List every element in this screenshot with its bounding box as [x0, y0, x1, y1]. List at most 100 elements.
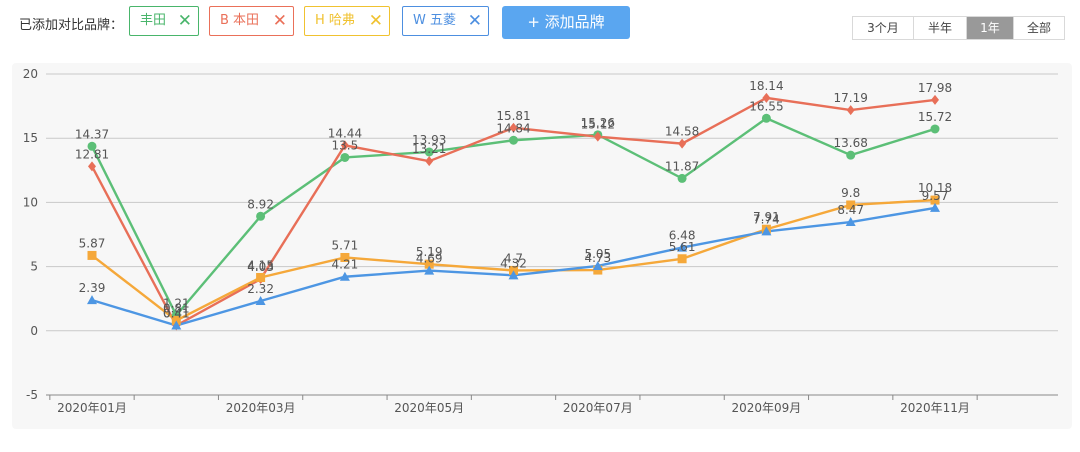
data-point — [425, 156, 434, 167]
x-tick-label: 2020年05月 — [394, 401, 464, 415]
data-point — [593, 265, 603, 275]
close-icon[interactable]: ✕ — [177, 11, 192, 31]
data-point — [931, 94, 939, 105]
data-label: 9.8 — [841, 186, 860, 200]
data-label: 15.72 — [918, 110, 952, 124]
data-point — [930, 195, 940, 205]
brand-chip-label: 丰田 — [140, 13, 167, 28]
data-label: 9.57 — [922, 189, 949, 203]
data-point — [256, 211, 266, 221]
range-half-year[interactable]: 半年 — [914, 17, 967, 39]
data-label: 5.87 — [79, 236, 106, 250]
data-point — [171, 315, 181, 325]
data-point — [88, 161, 96, 172]
data-point — [845, 217, 856, 227]
x-tick-label: 2020年01月 — [57, 401, 127, 415]
data-label: 14.58 — [665, 125, 699, 139]
data-label: 16.55 — [749, 99, 783, 113]
brand-chip-wuling[interactable]: W 五菱 ✕ — [402, 6, 489, 36]
data-label: 4.21 — [332, 258, 359, 272]
data-label: 15.26 — [581, 116, 615, 130]
data-point — [339, 271, 350, 281]
data-label: 4.73 — [584, 251, 611, 265]
x-tick-label: 2020年07月 — [563, 401, 633, 415]
data-point — [508, 270, 519, 280]
chart-panel: -5 0 5 10 15 20 2020年01月 2020年03月 2020年05月 2020年0… — [12, 63, 1072, 429]
data-point — [509, 122, 518, 133]
close-icon[interactable]: ✕ — [467, 11, 482, 31]
data-point — [509, 135, 518, 145]
data-label: 13.68 — [834, 136, 868, 150]
data-point — [678, 138, 687, 149]
data-label: 4.69 — [416, 252, 443, 266]
data-point — [424, 147, 434, 157]
data-label: 2.39 — [79, 281, 106, 295]
data-point — [592, 260, 603, 270]
x-tick-label: 2020年09月 — [731, 401, 801, 415]
data-label: 0.41 — [163, 307, 190, 321]
data-point — [677, 254, 687, 264]
data-label: 15.12 — [581, 118, 615, 132]
data-point — [762, 92, 771, 103]
brand-chip-toyota[interactable]: 丰田 ✕ — [129, 6, 199, 36]
data-point — [846, 200, 856, 210]
data-label: 8.47 — [837, 203, 864, 217]
data-label: 14.84 — [496, 121, 530, 135]
data-label: 8.92 — [247, 197, 274, 211]
x-tick-label: 2020年03月 — [226, 401, 296, 415]
data-point — [930, 124, 940, 134]
add-brand-button[interactable]: + 添加品牌 — [502, 6, 630, 39]
data-point — [255, 296, 266, 306]
data-label: 11.87 — [665, 159, 699, 173]
range-all[interactable]: 全部 — [1026, 21, 1051, 35]
data-point — [677, 173, 687, 183]
brand-list-label: 已添加对比品牌： — [19, 18, 124, 33]
data-label: 6.48 — [669, 229, 696, 243]
data-label: 4.32 — [500, 256, 527, 270]
data-label: 4.7 — [504, 251, 523, 265]
y-tick-label: 5 — [30, 260, 38, 274]
data-label: 0.41 — [163, 307, 190, 321]
data-label: 5.05 — [584, 247, 611, 261]
data-label: 13.5 — [332, 138, 359, 152]
data-point — [171, 320, 182, 330]
range-1-year[interactable]: 1年 — [967, 17, 1014, 39]
data-point — [846, 105, 855, 116]
y-tick-label: -5 — [26, 388, 38, 402]
data-point — [340, 152, 350, 162]
brand-chip-label: B 本田 — [220, 13, 260, 28]
data-label: 0.81 — [163, 301, 190, 315]
brand-chip-haval[interactable]: H 哈弗 ✕ — [304, 6, 390, 36]
data-label: 18.14 — [749, 79, 783, 93]
data-label: 13.21 — [412, 142, 446, 156]
data-point — [424, 265, 435, 275]
y-tick-label: 0 — [30, 324, 38, 338]
y-tick-label: 15 — [23, 131, 38, 145]
data-point — [761, 226, 772, 236]
data-label: 10.18 — [918, 181, 952, 195]
data-label: 2.32 — [247, 282, 274, 296]
data-label: 7.74 — [753, 212, 780, 226]
close-icon[interactable]: ✕ — [368, 11, 383, 31]
data-label: 4.03 — [247, 260, 274, 274]
data-label: 14.37 — [75, 127, 109, 141]
line-chart: -5 0 5 10 15 20 2020年01月 2020年03月 2020年05月 2020年0… — [23, 67, 1058, 415]
data-point — [340, 140, 349, 151]
data-point — [424, 259, 434, 269]
time-range-selector: 3个月 半年 1年 全部 — [852, 16, 1065, 40]
data-point — [256, 273, 266, 283]
data-label: 15.81 — [496, 109, 530, 123]
y-tick-label: 10 — [23, 195, 38, 209]
data-point — [87, 295, 97, 305]
data-point — [87, 250, 97, 260]
data-point — [87, 141, 97, 151]
data-label: 5.19 — [416, 245, 443, 259]
brand-chip-honda[interactable]: B 本田 ✕ — [209, 6, 294, 36]
close-icon[interactable]: ✕ — [272, 11, 287, 31]
data-label: 17.98 — [918, 81, 952, 95]
x-tick-label: 2020年11月 — [900, 401, 970, 415]
range-3-months[interactable]: 3个月 — [853, 17, 914, 39]
data-label: 12.81 — [75, 147, 109, 161]
brand-chip-label: W 五菱 — [413, 13, 456, 28]
data-label: 13.93 — [412, 133, 446, 147]
